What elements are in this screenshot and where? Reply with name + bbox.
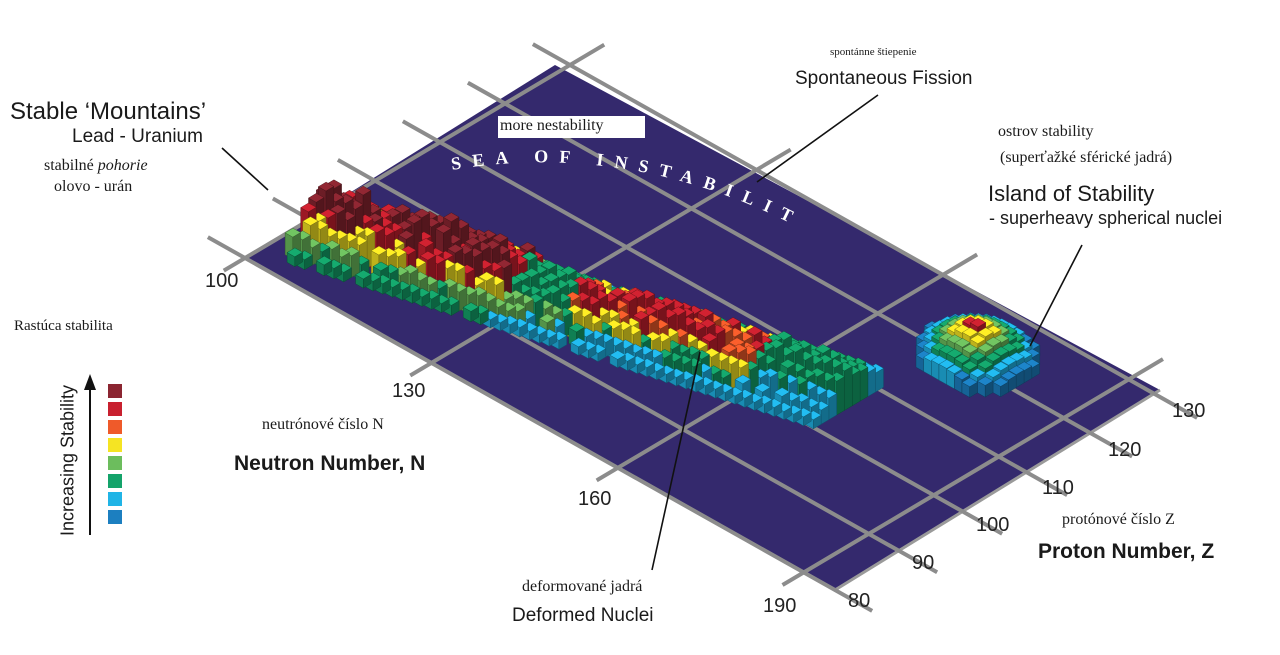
proton-tick-80: 80	[848, 590, 871, 612]
legend-swatch-2	[108, 420, 122, 434]
deformed-nuclei-sk: deformované jadrá	[522, 578, 643, 595]
grid-proton-line-4	[466, 80, 1134, 459]
proton-tick-90: 90	[912, 552, 935, 574]
proton-number-sk: protónové číslo Z	[1062, 511, 1175, 528]
stability-arrow	[84, 374, 96, 535]
grid-neutron-line-1	[409, 147, 792, 378]
nucleus-column	[992, 377, 1009, 398]
stable-mountains-sk-plain: stabilné	[44, 157, 98, 174]
neutron-tick-190: 190	[763, 595, 797, 617]
island-of-stability-title: Island of Stability	[988, 181, 1155, 206]
legend-swatch-6	[108, 492, 122, 506]
spontaneous-fission-label: Spontaneous Fission	[795, 68, 973, 89]
island-leader-line	[1029, 244, 1083, 347]
nucleus-column	[355, 269, 372, 289]
more-instability-label: more nestability	[498, 116, 645, 138]
neutron-tick-130: 130	[392, 380, 426, 402]
stable-mountains-subtitle: Lead - Uranium	[72, 126, 203, 147]
stability-legend	[108, 384, 124, 528]
nucleus-column	[570, 337, 587, 356]
grid-proton-line-5	[531, 42, 1199, 420]
grid-proton-line-3	[401, 119, 1069, 497]
legend-swatch-7	[108, 510, 122, 524]
stable-mountains-sk-2: olovo - urán	[54, 178, 133, 195]
proton-tick-130: 130	[1172, 400, 1206, 422]
fission-leader-line	[756, 94, 879, 183]
stable-leader-line	[221, 147, 269, 191]
nucleus-column	[286, 247, 304, 268]
legend-swatch-0	[108, 384, 122, 398]
island-of-stability-sk-2: (superťažké sférické jadrá)	[1000, 149, 1173, 166]
island-of-stability-sk: ostrov stability	[998, 123, 1094, 140]
legend-swatch-3	[108, 438, 122, 452]
increasing-stability-axis: Increasing Stability	[58, 372, 88, 548]
nucleus-column	[977, 376, 994, 398]
nucleus-column	[462, 302, 480, 323]
nucleus-column	[609, 350, 626, 369]
deformed-leader-line	[651, 351, 701, 571]
grid-neutron-line-3	[781, 357, 1164, 587]
proton-tick-120: 120	[1108, 439, 1142, 461]
increasing-stability-label: Increasing Stability	[57, 384, 78, 537]
stable-mountains-sk-italic: pohorie	[97, 157, 148, 174]
spontaneous-fission-sk: spontánne štiepenie	[830, 46, 917, 58]
deformed-nuclei-label: Deformed Nuclei	[512, 605, 654, 626]
proton-tick-110: 110	[1042, 477, 1074, 499]
legend-swatch-4	[108, 456, 122, 470]
proton-number-label: Proton Number, Z	[1038, 540, 1215, 563]
grid-proton-line-0	[206, 235, 874, 613]
leader-lines	[221, 94, 1083, 571]
increasing-stability-sk: Rastúca stabilita	[14, 318, 113, 334]
stable-mountains-sk: stabilné pohorie	[44, 157, 148, 175]
island-of-stability-subtitle: - superheavy spherical nuclei	[989, 208, 1223, 228]
nucleus-column	[961, 377, 978, 398]
stable-mountains-title: Stable ‘Mountains’	[10, 98, 207, 125]
legend-swatch-1	[108, 402, 122, 416]
neutron-number-label: Neutron Number, N	[234, 452, 426, 475]
neutron-number-sk: neutrónové číslo N	[262, 416, 384, 433]
nucleus-column	[316, 255, 333, 277]
neutron-tick-160: 160	[578, 488, 612, 510]
neutron-tick-100: 100	[205, 270, 239, 292]
proton-tick-100: 100	[976, 514, 1010, 536]
nuclei-columns	[284, 179, 1041, 430]
legend-swatch-5	[108, 474, 122, 488]
